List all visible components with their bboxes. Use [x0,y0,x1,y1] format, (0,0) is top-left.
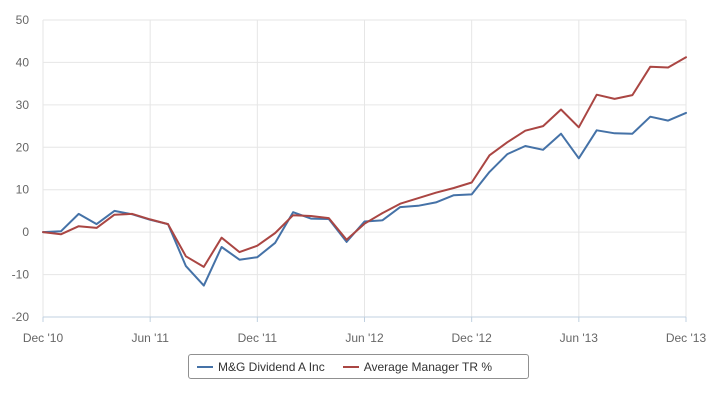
legend-label-mg-dividend: M&G Dividend A Inc [218,359,325,374]
y-tick-label: 0 [22,225,29,239]
legend-label-average-manager: Average Manager TR % [363,359,493,374]
y-tick-label: -20 [12,310,30,324]
y-tick-label: 10 [16,183,30,197]
line-chart: -20 -10 0 10 20 30 40 50 Dec '10 Jun '11 Dec '11 Ju… [12,13,707,345]
series-line-1[interactable] [42,56,687,268]
legend-swatch-mg-dividend [197,365,213,368]
x-tick-label: Jun '11 [131,331,169,345]
y-tick-label: -10 [12,268,30,282]
axes: -20 -10 0 10 20 30 40 50 Dec '10 Jun '11 Dec '11 Ju… [12,13,707,345]
legend-item-average-manager[interactable]: Average Manager TR % [342,359,493,374]
x-tick-label: Dec '13 [666,331,707,345]
y-tick-label: 50 [16,13,30,27]
x-tick-label: Dec '11 [238,331,278,345]
y-tick-label: 20 [16,140,30,154]
x-tick-label: Jun '13 [560,331,599,345]
x-tick-label: Dec '10 [23,331,64,345]
legend: M&G Dividend A Inc Average Manager TR % [188,354,529,379]
x-tick-label: Dec '12 [452,331,493,345]
y-tick-label: 40 [16,55,30,69]
y-tick-label: 30 [16,98,30,112]
series-lines [42,56,687,287]
legend-item-mg-dividend[interactable]: M&G Dividend A Inc [197,360,325,374]
grid [42,19,687,318]
x-tick-label: Jun '12 [345,331,384,345]
legend-swatch-average-manager [342,365,359,368]
